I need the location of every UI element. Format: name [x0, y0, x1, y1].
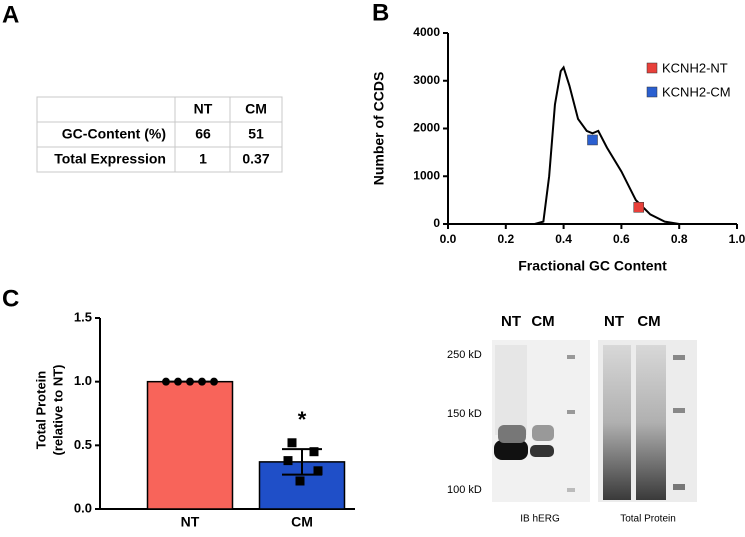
lane-label: NT: [604, 313, 624, 330]
y-axis-label: Total Protein: [33, 371, 48, 450]
x-tick-label: 0.0: [440, 232, 457, 246]
table-cell: 1: [199, 151, 207, 167]
table-cell: 66: [195, 126, 211, 142]
data-point: [295, 476, 305, 486]
data-point: [287, 438, 297, 448]
curve: [534, 65, 680, 225]
y-tick-label: 1.0: [74, 373, 92, 388]
data-point: [313, 466, 323, 476]
table-header: NT: [194, 101, 213, 117]
panel-label: A: [2, 1, 19, 28]
lane-label: CM: [637, 313, 660, 330]
marker-label: 150 kD: [447, 408, 482, 420]
x-tick-label: 0.6: [613, 232, 630, 246]
x-tick-label: 0.2: [497, 232, 514, 246]
x-tick-label: 0.8: [671, 232, 688, 246]
x-axis-label: Fractional GC Content: [518, 258, 667, 274]
y-tick-label: 1000: [413, 168, 440, 182]
significance: *: [298, 407, 307, 432]
table-cell: 0.37: [242, 151, 269, 167]
data-point: [283, 456, 293, 466]
panel-label: B: [372, 0, 389, 26]
marker-label: 250 kD: [447, 349, 482, 361]
data-point: [174, 377, 182, 386]
table-row-label: GC-Content (%): [62, 126, 166, 142]
blot: [492, 340, 697, 502]
x-tick-label: CM: [291, 514, 313, 530]
y-tick-label: 3000: [413, 73, 440, 87]
x-tick-label: 0.4: [555, 232, 572, 246]
lane-label: CM: [531, 313, 554, 330]
legend-label: KCNH2-NT: [662, 60, 728, 75]
y-axis-label: (relative to NT): [50, 364, 65, 455]
lane-label: NT: [501, 313, 521, 330]
y-tick-label: 2000: [413, 121, 440, 135]
legend-swatch: [646, 86, 658, 98]
table-cell: 51: [248, 126, 264, 142]
bar: [146, 380, 234, 510]
x-tick-label: NT: [181, 514, 200, 530]
blot-caption: IB hERG: [520, 514, 560, 525]
blot-caption: Total Protein: [620, 514, 676, 525]
table-row-label: Total Expression: [54, 151, 166, 167]
table-header: CM: [245, 101, 267, 117]
marker-label: 100 kD: [447, 484, 482, 496]
y-tick-label: 0.0: [74, 500, 92, 515]
y-tick-label: 1.5: [74, 309, 92, 324]
data-point: [186, 377, 194, 386]
y-tick-label: 4000: [413, 25, 440, 39]
data-point: [198, 377, 206, 386]
legend-swatch: [646, 62, 658, 74]
data-point: [162, 377, 170, 386]
legend-label: KCNH2-CM: [662, 84, 731, 99]
table-grid: [36, 96, 283, 173]
data-point: [210, 377, 218, 386]
panel-label: C: [2, 285, 19, 312]
y-tick-label: 0.5: [74, 437, 92, 452]
marker: [633, 202, 644, 213]
x-tick-label: 1.0: [729, 232, 745, 246]
marker: [587, 134, 598, 146]
y-tick-label: 0: [433, 216, 440, 230]
y-axis-label: Number of CCDS: [371, 72, 387, 186]
data-point: [309, 447, 319, 457]
